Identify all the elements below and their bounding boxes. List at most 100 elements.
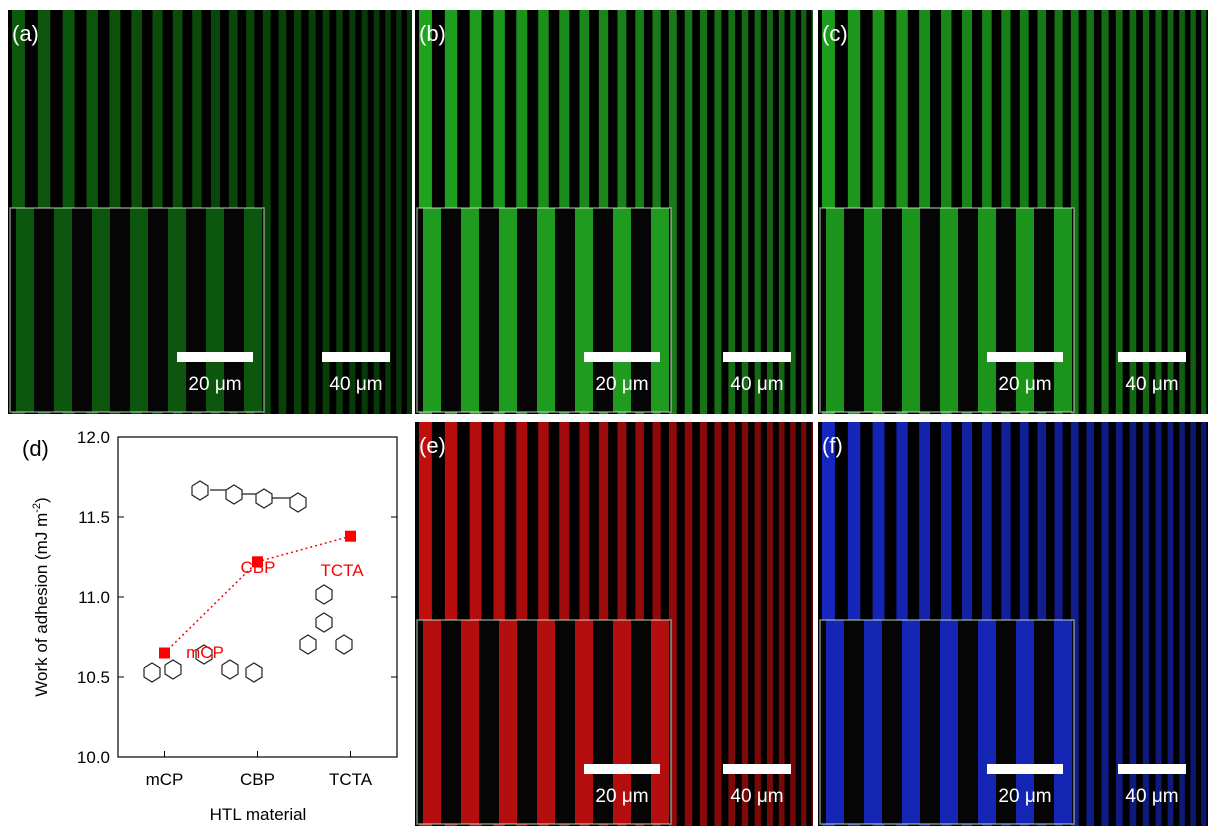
panel-label: (d) bbox=[22, 436, 49, 461]
micrograph: 20 μm40 μm(a) bbox=[8, 10, 412, 414]
inset-scale-label: 20 μm bbox=[595, 374, 648, 395]
plot-frame bbox=[118, 437, 397, 757]
micrograph: 20 μm 40 μm (c) bbox=[818, 10, 1208, 414]
stripe bbox=[1086, 422, 1093, 826]
molecule bbox=[316, 613, 332, 632]
inset-stripe bbox=[244, 208, 262, 412]
molecule bbox=[222, 660, 238, 679]
inset-scale-label: 20 μm bbox=[998, 786, 1051, 807]
stripe bbox=[1201, 10, 1206, 414]
scale-bar bbox=[1118, 764, 1186, 774]
y-axis-label-end: ) bbox=[32, 497, 51, 503]
x-tick-label: TCTA bbox=[329, 770, 373, 789]
molecule bbox=[192, 481, 208, 500]
stripe bbox=[685, 422, 693, 826]
inset-stripe bbox=[651, 208, 669, 412]
inset-stripe bbox=[575, 620, 593, 824]
scale-bar bbox=[322, 352, 390, 362]
inset-stripe bbox=[92, 208, 110, 412]
stripe bbox=[714, 422, 721, 826]
scale-label: 40 μm bbox=[730, 374, 783, 395]
y-axis-label: Work of adhesion (mJ m-2) bbox=[31, 497, 51, 696]
inset-stripe bbox=[461, 208, 479, 412]
molecule-sketches bbox=[144, 481, 352, 682]
inset-scale-bar bbox=[177, 352, 253, 362]
inset-stripe bbox=[537, 620, 555, 824]
inset-stripe bbox=[499, 620, 517, 824]
scale-label: 40 μm bbox=[1125, 786, 1178, 807]
stripe bbox=[1201, 422, 1206, 826]
page: {"panels": [ {"label": "(a)", "color": "… bbox=[0, 0, 1208, 826]
inset-stripe bbox=[537, 208, 555, 412]
x-tick-label: mCP bbox=[146, 770, 184, 789]
scale-bar bbox=[723, 352, 791, 362]
stripe bbox=[801, 422, 806, 826]
molecule bbox=[336, 635, 352, 654]
data-point bbox=[159, 648, 170, 659]
inset-scale-bar bbox=[584, 352, 660, 362]
inset-stripe bbox=[651, 620, 669, 824]
inset-scale-label: 20 μm bbox=[998, 374, 1051, 395]
data-point bbox=[345, 531, 356, 542]
figure: (d) Work of adhesion (mJ m-2) HTL materi… bbox=[0, 0, 1208, 826]
scale-label: 40 μm bbox=[1125, 374, 1178, 395]
molecule bbox=[210, 485, 242, 504]
inset-stripe bbox=[940, 208, 958, 412]
annotation: TCTA bbox=[320, 561, 364, 580]
inset-stripe bbox=[1054, 620, 1072, 824]
inset-stripe bbox=[130, 208, 148, 412]
inset-stripe bbox=[826, 620, 844, 824]
scale-label: 40 μm bbox=[329, 374, 382, 395]
inset-stripe bbox=[864, 620, 882, 824]
scale-bar bbox=[723, 764, 791, 774]
panel-label: (f) bbox=[822, 433, 843, 458]
y-tick-label: 11.5 bbox=[78, 508, 110, 527]
annotation: mCP bbox=[186, 643, 224, 662]
inset-scale-bar bbox=[987, 352, 1063, 362]
panel-label: (b) bbox=[419, 21, 446, 46]
scale-bar bbox=[1118, 352, 1186, 362]
inset-stripe bbox=[499, 208, 517, 412]
stripe bbox=[1101, 10, 1108, 414]
panel-label: (e) bbox=[419, 433, 446, 458]
stripe bbox=[279, 10, 287, 414]
micrograph: 20 μm 40 μm (f) bbox=[818, 422, 1208, 826]
molecule bbox=[316, 585, 332, 604]
y-tick-label: 12.0 bbox=[77, 428, 110, 447]
stripe bbox=[309, 10, 316, 414]
y-tick-label: 10.0 bbox=[77, 748, 110, 767]
y-tick-label: 10.5 bbox=[77, 668, 110, 687]
panel-label: (a) bbox=[12, 21, 39, 46]
stripe bbox=[700, 422, 707, 826]
y-tick-label: 11.0 bbox=[78, 588, 110, 607]
inset-stripe bbox=[978, 620, 996, 824]
stripe bbox=[1101, 422, 1108, 826]
stripe bbox=[1190, 10, 1195, 414]
stripe bbox=[1086, 10, 1093, 414]
inset-stripe bbox=[575, 208, 593, 412]
x-axis-label: HTL material bbox=[210, 805, 307, 824]
inset-stripe bbox=[978, 208, 996, 412]
stripe bbox=[714, 10, 721, 414]
stripe bbox=[294, 10, 301, 414]
inset-stripe bbox=[1054, 208, 1072, 412]
molecule bbox=[242, 489, 272, 508]
stripe bbox=[801, 10, 806, 414]
panel-label: (c) bbox=[822, 21, 848, 46]
y-axis-label-text: Work of adhesion (mJ m bbox=[32, 513, 51, 697]
inset-stripe bbox=[16, 208, 34, 412]
x-tick-label: CBP bbox=[240, 770, 275, 789]
annotation: CBP bbox=[241, 558, 276, 577]
scale-label: 40 μm bbox=[730, 786, 783, 807]
stripe bbox=[1190, 422, 1195, 826]
inset-stripe bbox=[902, 208, 920, 412]
inset-scale-bar bbox=[987, 764, 1063, 774]
molecule bbox=[246, 663, 262, 682]
inset-scale-bar bbox=[584, 764, 660, 774]
stripe bbox=[407, 10, 412, 414]
molecule bbox=[300, 635, 316, 654]
inset-stripe bbox=[902, 620, 920, 824]
inset-stripe bbox=[940, 620, 958, 824]
inset-stripe bbox=[423, 208, 441, 412]
